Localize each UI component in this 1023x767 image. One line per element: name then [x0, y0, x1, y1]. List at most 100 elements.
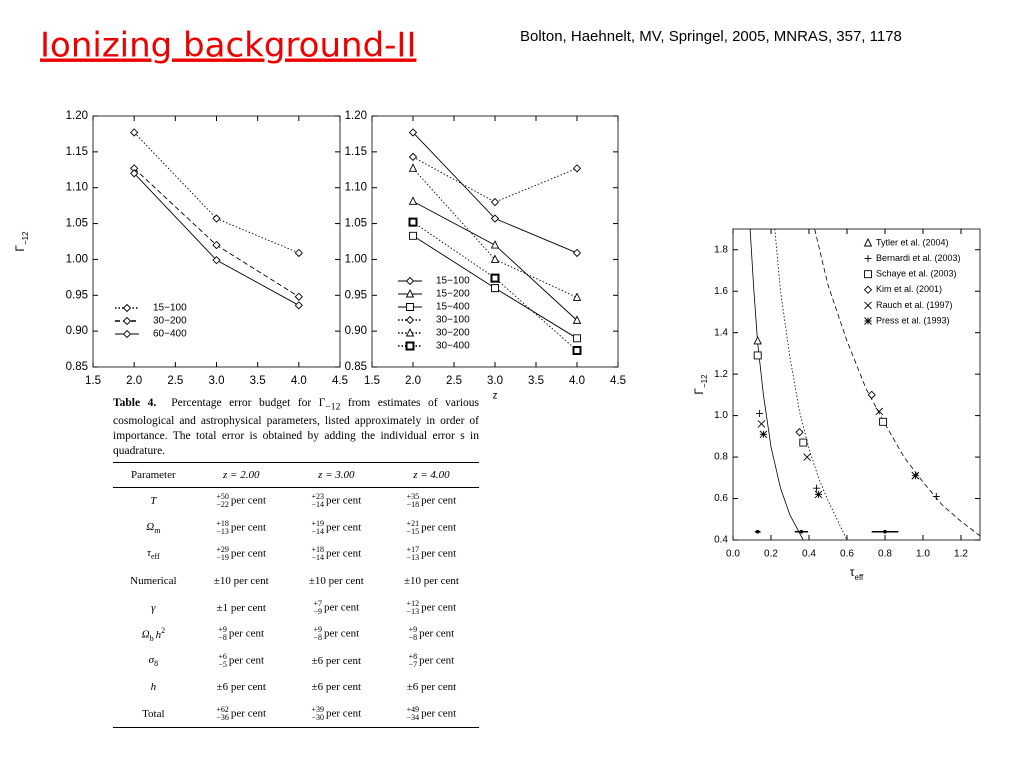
marker — [212, 240, 221, 250]
upper-error: +49 — [406, 705, 420, 715]
series-line — [133, 132, 300, 254]
y-tick-label: 1.4 — [714, 327, 728, 338]
series-line — [133, 168, 300, 298]
y-tick-label: 1.8 — [714, 244, 728, 255]
legend-label: Rauch et al. (1997) — [876, 300, 953, 310]
error-fraction: +21 −15 — [407, 519, 420, 536]
model-curve — [749, 228, 804, 541]
y-tick-label: 1.0 — [714, 410, 728, 421]
lower-error: −9 — [313, 606, 323, 616]
x-axis-label-sub: eff — [855, 573, 865, 582]
marker — [122, 303, 132, 313]
upper-error: +19 — [311, 518, 325, 528]
cell-unit: per cent — [230, 494, 267, 507]
row-label: Ω — [146, 520, 155, 533]
y-axis-label-main: Γ — [692, 388, 706, 395]
y-tick-label: 1.10 — [345, 182, 367, 194]
error-point — [755, 529, 760, 534]
marker — [212, 214, 221, 223]
cell-unit: per cent — [326, 521, 362, 534]
y-tick-label: 0.90 — [345, 325, 367, 337]
cell-unit: per cent — [230, 707, 267, 720]
marker — [294, 301, 303, 310]
error-fraction: +49 −34 — [407, 706, 420, 722]
marker — [122, 316, 132, 326]
row-label-sub: b — [149, 633, 154, 643]
table-row: τeff +29 −19 per cent +18 −14 per cent +17 −13 pe… — [113, 541, 479, 568]
upper-error: +12 — [406, 598, 420, 608]
marker — [405, 315, 415, 325]
x-tick-label: 0.6 — [840, 549, 854, 560]
cell-unit: per cent — [230, 548, 267, 561]
y-tick-label: 0.6 — [714, 493, 728, 504]
y-tick-label: 1.20 — [66, 110, 88, 122]
table-row: Ωm +18 −13 per cent +19 −14 per cent +21 −15 per … — [113, 515, 479, 542]
y-axis-label: Γ−12 — [13, 231, 29, 252]
table-cell: Ωb h2 — [113, 621, 194, 648]
cell-unit: per cent — [421, 521, 457, 534]
cell-unit: per cent — [324, 601, 360, 614]
y-tick-label: 0.8 — [714, 452, 728, 463]
y-tick-label: 0.85 — [66, 361, 88, 373]
marker — [879, 417, 888, 426]
upper-error: +35 — [406, 492, 420, 502]
x-tick-label: 2.0 — [405, 375, 421, 387]
table-cell: ±6 per cent — [384, 674, 479, 701]
table-cell: +29 −19 per cent — [194, 541, 289, 568]
x-tick-label: 4.0 — [291, 375, 307, 387]
row-label: h — [150, 681, 157, 694]
lower-error: −14 — [311, 500, 325, 510]
marker — [294, 248, 303, 258]
caption-text: Percentage error budget for Γ — [171, 397, 326, 409]
table-cell: Ωm — [113, 515, 194, 542]
upper-error: +18 — [216, 518, 229, 528]
error-point — [883, 529, 887, 534]
marker — [813, 484, 821, 492]
row-label: h — [155, 628, 162, 641]
cell-unit: per cent — [326, 707, 362, 720]
x-tick-label: 2.0 — [126, 375, 142, 387]
marker — [864, 270, 872, 279]
lower-error: −18 — [406, 500, 420, 510]
table-cell: ±6 per cent — [194, 674, 289, 701]
row-label: τ — [147, 547, 151, 560]
marker — [573, 334, 581, 343]
lower-error: −8 — [313, 633, 323, 643]
lower-error: −13 — [216, 526, 229, 536]
error-fraction: +8 −7 — [409, 652, 418, 669]
legend-label: 15−100 — [436, 276, 470, 287]
series-line — [412, 132, 578, 254]
x-tick-label: 1.0 — [916, 549, 930, 560]
marker — [408, 217, 418, 227]
caption-sub: −12 — [325, 401, 341, 413]
error-fraction: +6 −5 — [218, 652, 227, 669]
row-label: σ — [148, 653, 155, 666]
y-tick-label: 1.05 — [345, 218, 367, 230]
y-tick-label: 1.05 — [66, 218, 88, 230]
lower-error: −14 — [311, 526, 325, 536]
table-cell: +49 −34 per cent — [383, 700, 479, 729]
upper-error: +62 — [216, 705, 229, 715]
error-fraction: +9 −8 — [314, 626, 323, 642]
upper-error: +7 — [313, 598, 323, 608]
marker — [572, 346, 582, 356]
x-tick-label: 3.0 — [487, 375, 503, 387]
y-tick-label: 0.90 — [66, 325, 88, 337]
table-caption: Table 4. Percentage error budget for Γ−1… — [113, 396, 479, 459]
legend-label: Tytler et al. (2004) — [876, 237, 949, 247]
model-curve — [814, 228, 981, 537]
marker — [863, 237, 873, 247]
marker — [572, 292, 582, 301]
table-cell: +17 −13 per cent — [384, 541, 479, 568]
table-row: T +50 −22 per cent +23 −14 per cent +35 −18 per c… — [113, 488, 479, 515]
lower-error: −13 — [406, 606, 420, 616]
row-label: γ — [151, 601, 156, 614]
upper-error: +9 — [313, 625, 323, 635]
cell-unit: per cent — [326, 494, 362, 507]
y-tick-label: 0.4 — [714, 535, 728, 546]
table-cell: ±6 per cent — [289, 674, 384, 701]
x-tick-label: 4.5 — [332, 375, 348, 387]
x-tick-label: 2.5 — [167, 375, 183, 387]
upper-error: +18 — [311, 545, 325, 555]
